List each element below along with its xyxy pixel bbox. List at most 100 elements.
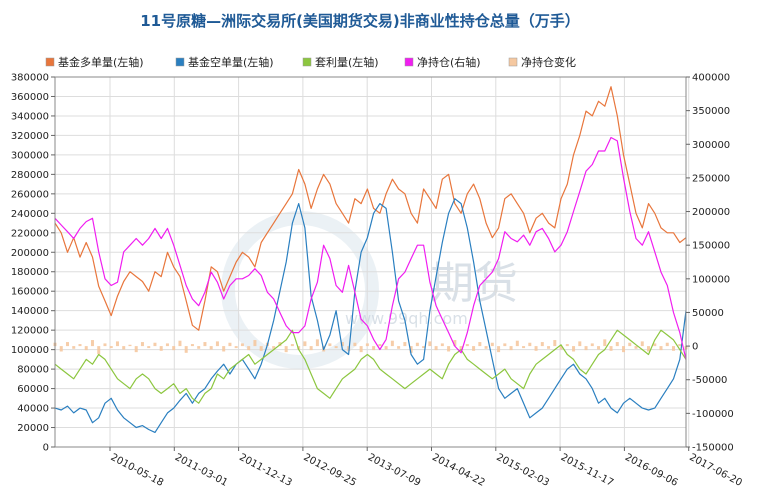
net-change-bar [184,346,188,353]
y-left-tick-label: 120000 [11,326,49,337]
net-change-bar [409,346,413,353]
net-change-bar [534,346,538,351]
legend: 基金多单量(左轴) 基金空单量(左轴) 套利量(左轴) 净持仓(右轴) 净持仓变化 [45,55,576,69]
y-left-tick-label: 20000 [17,423,49,434]
net-change-bar [509,346,513,351]
x-tick-label: 2017-06-20 [687,452,743,489]
y-right-tick-label: 200000 [692,207,730,218]
net-change-bar [328,343,332,347]
net-change-bar [515,340,519,347]
y-left-tick-label: 280000 [11,170,49,181]
net-change-bar [228,342,232,347]
net-change-bar [603,339,607,347]
watermark-url: www.99qh.com [345,309,468,328]
net-change-bar [222,346,226,352]
net-change-bar [203,342,207,347]
net-change-bar [372,346,376,351]
net-change-bar [59,346,63,352]
legend-label: 净持仓(右轴) [417,55,481,69]
net-change-bar [153,342,157,347]
net-change-bar [403,342,407,347]
chart-title: 11号原糖—洲际交易所(美国期货交易)非商业性持仓总量（万手） [140,12,580,30]
y-right-tick-label: 300000 [692,140,730,151]
x-tick-label: 2012-09-25 [301,452,357,489]
net-change-bar [497,346,501,353]
y-left-tick-label: 40000 [17,404,49,415]
y-left-tick-label: 80000 [17,365,49,376]
net-change-bar [234,346,238,349]
x-tick-label: 2013-07-09 [366,452,422,489]
net-change-bar [578,341,582,347]
net-change-bar [247,346,251,351]
net-change-bar [240,343,244,347]
x-tick-label: 2011-12-13 [237,452,293,489]
net-change-bar [122,346,126,350]
net-change-bar [609,346,613,351]
y-left-tick-label: 360000 [11,92,49,103]
net-change-bar [384,346,388,350]
y-left-tick-label: 100000 [11,345,49,356]
net-change-bar [584,346,588,351]
net-change-bar [215,341,219,347]
net-change-bars [53,339,688,355]
y-left-tick-label: 300000 [11,150,49,161]
net-change-bar [159,346,163,351]
net-change-bar [615,342,619,347]
legend-swatch [404,57,414,67]
net-change-bar [140,342,144,347]
net-change-bar [447,346,451,352]
y-right-tick-label: -150000 [692,443,734,454]
legend-label: 基金空单量(左轴) [188,55,274,69]
net-change-bar [678,344,682,347]
y-right-tick-label: 150000 [692,241,730,252]
legend-swatch [45,57,55,67]
y-right-tick-label: 350000 [692,106,730,117]
net-change-bar [253,340,257,347]
net-change-bar [109,346,113,349]
axes [54,76,687,448]
net-change-bar [597,346,601,350]
net-change-bar [197,346,201,349]
net-change-bar [65,342,69,347]
net-change-bar [553,340,557,347]
net-change-bar [428,341,432,347]
net-change-bar [453,340,457,347]
x-tick-label: 2016-09-06 [623,452,679,489]
series-line-left-8cc63f [54,329,687,404]
net-change-bar [634,346,638,349]
legend-swatch [175,57,185,67]
net-change-bar [478,342,482,347]
x-tick-label: 2011-03-01 [173,452,229,489]
net-change-bar [659,346,663,351]
y-left-tick-label: 140000 [11,306,49,317]
y-left-tick-label: 60000 [17,384,49,395]
series-lines [54,86,687,433]
x-tick-label: 2010-05-18 [109,452,165,489]
net-change-bar [303,341,307,347]
net-change-bar [422,346,426,349]
y-left-tick-label: 180000 [11,267,49,278]
net-change-bar [434,346,438,351]
net-change-bar [334,346,338,349]
y-left-tick-label: 200000 [11,248,49,259]
net-change-bar [378,344,382,347]
series-line-right-f01ef0 [54,136,687,360]
y-right-tick-label: 100000 [692,274,730,285]
net-change-bar [353,342,357,347]
y-left-tick-label: 0 [43,443,49,454]
net-change-bar [272,346,276,349]
net-change-bar [640,341,644,347]
y-left-tick-label: 240000 [11,209,49,220]
y-right-tick-label: -100000 [692,409,734,420]
net-change-bar [472,346,476,351]
x-ticks: 2010-05-18 2011-03-01 2011-12-13 2012-09-25… [109,447,744,489]
net-change-bar [440,343,444,347]
net-change-bar [490,342,494,347]
y-left-tick-label: 160000 [11,287,49,298]
y-left-tick-label: 220000 [11,228,49,239]
legend-swatch [302,57,312,67]
net-change-bar [540,342,544,347]
